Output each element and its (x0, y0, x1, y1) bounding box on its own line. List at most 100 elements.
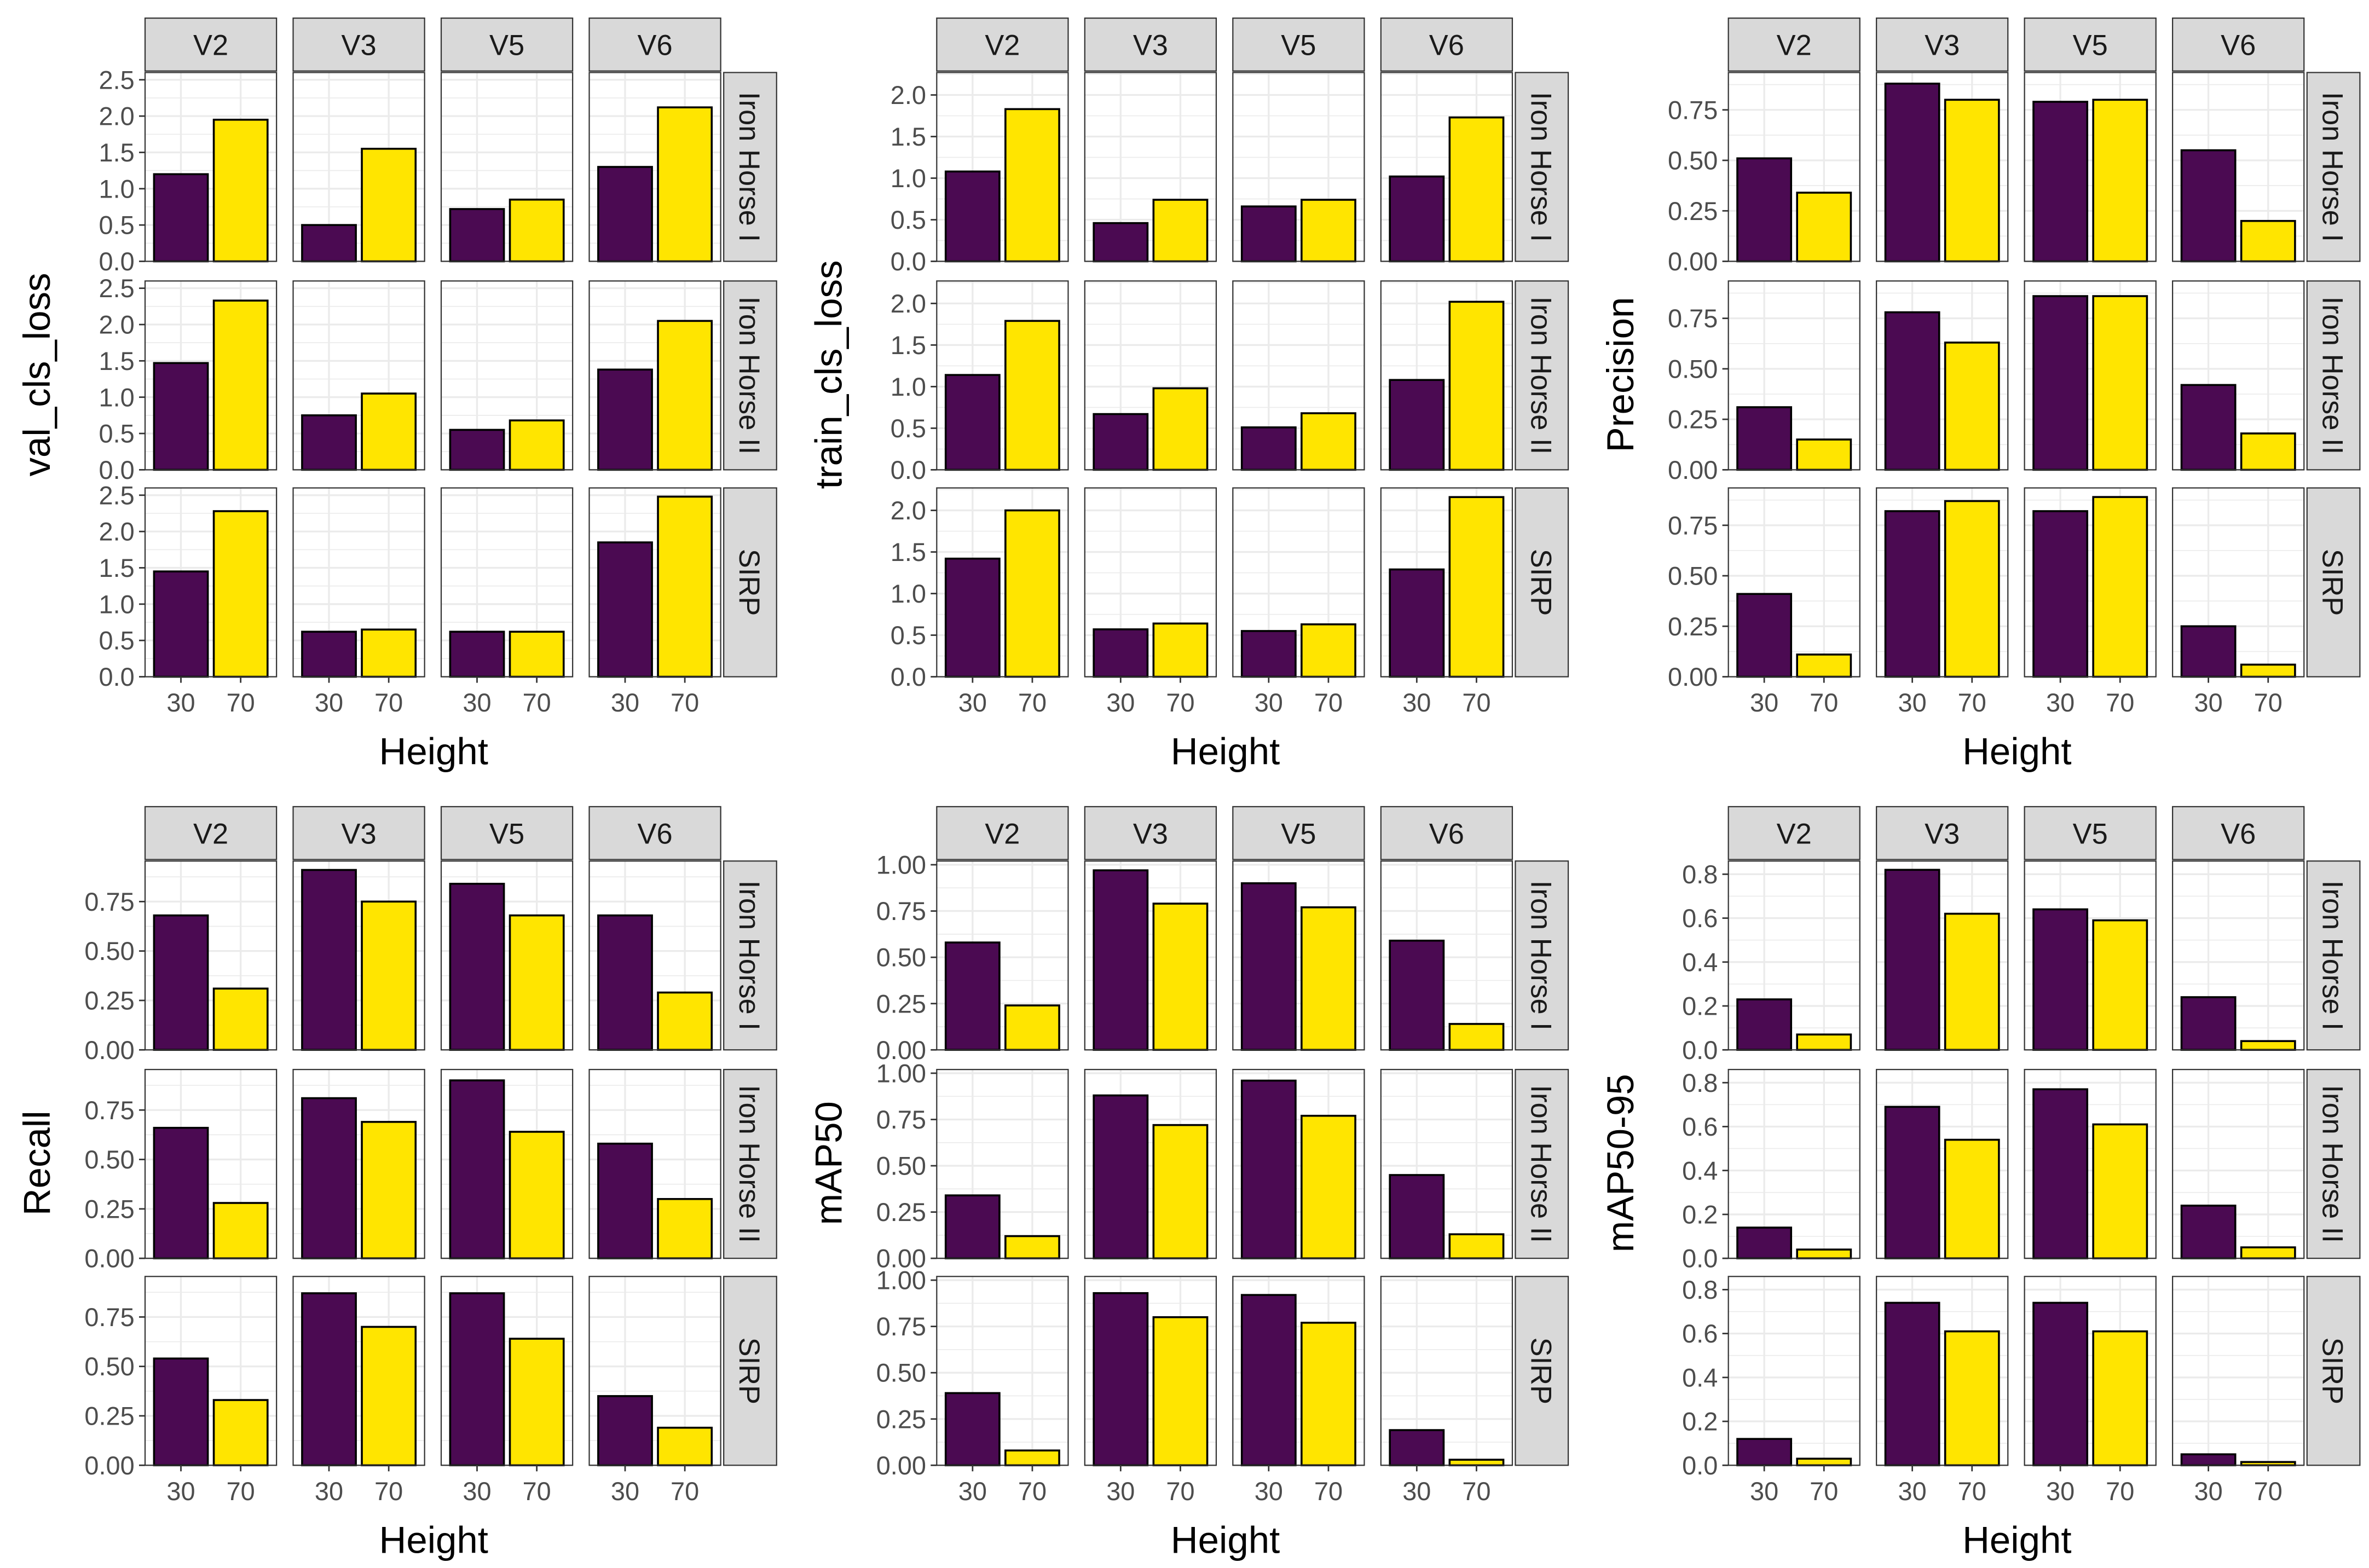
chart-train-cls-loss: V2 V3 V5 V6 0.0 0.5 1.0 1.5 2.0 Iron Horse I 0.0 0.… (807, 18, 1569, 773)
bar-height-70 (1944, 500, 2000, 678)
bar-height-30 (1093, 869, 1149, 1051)
y-tick-label: 0.50 (876, 1359, 926, 1387)
row-strip-label: SIRP (2316, 549, 2348, 616)
facet-panel (1876, 1069, 2009, 1259)
facet-panel (936, 280, 1069, 471)
panel-border (440, 280, 574, 471)
facet-panel (1084, 1276, 1217, 1467)
row-strip-label: SIRP (733, 549, 765, 616)
y-tick-label: 0.2 (1682, 1201, 1718, 1229)
column-strip (1232, 806, 1365, 860)
bar-height-30 (1389, 939, 1445, 1051)
y-axis-title: mAP50-95 (1599, 1074, 1642, 1252)
facet-panel (292, 1069, 425, 1259)
bar-height-30 (2032, 908, 2089, 1051)
x-axis-title: Height (1171, 1519, 1280, 1561)
x-axis-title: Height (379, 731, 488, 773)
y-tick-label: 1.5 (891, 331, 926, 360)
y-tick-label: 0.0 (99, 247, 135, 276)
bar-height-70 (212, 1202, 269, 1259)
x-tick-label: 30 (1402, 688, 1431, 717)
x-tick-label: 30 (166, 1477, 195, 1506)
panel-border (440, 860, 574, 1051)
y-tick-label: 0.50 (876, 944, 926, 972)
bar-height-70 (2092, 496, 2148, 678)
x-tick-label: 30 (1106, 688, 1135, 717)
panel-border (144, 487, 278, 678)
bar-height-30 (449, 630, 505, 678)
panel-border (1380, 860, 1513, 1051)
facet-panel (144, 280, 278, 471)
x-tick-label: 30 (315, 688, 343, 717)
x-tick-label: 70 (523, 1477, 551, 1506)
panel-border (1727, 487, 1860, 678)
bar-height-30 (2032, 295, 2089, 471)
x-axis-title: Height (1171, 731, 1280, 773)
chart-val-cls-loss: V2 V3 V5 V6 0.0 0.5 1.0 1.5 2.0 2.5 Iron Horse I 0.… (16, 18, 777, 773)
bar-height-30 (944, 170, 1001, 263)
bar-height-30 (153, 362, 209, 471)
y-tick-label: 1.5 (99, 554, 135, 582)
y-tick-label: 2.5 (99, 274, 135, 303)
facet-panel (1232, 280, 1365, 471)
panel-border (2024, 1276, 2157, 1466)
column-strip-label: V3 (1925, 819, 1960, 850)
facet-panel (1876, 280, 2009, 471)
column-strip (144, 18, 278, 72)
bar-height-70 (1004, 1235, 1060, 1259)
facet-panel (144, 72, 278, 263)
facet-panel (1084, 860, 1217, 1051)
x-tick-label: 70 (1166, 1477, 1194, 1506)
x-tick-label: 30 (315, 1477, 343, 1506)
column-strip-label: V5 (2073, 819, 2108, 850)
panel-border (1876, 487, 2009, 678)
panel-border (2172, 1276, 2305, 1466)
row-strip-label: Iron Horse II (2316, 297, 2348, 455)
bar-height-70 (657, 1426, 713, 1467)
y-tick-label: 0.25 (1668, 612, 1718, 641)
bar-height-70 (2240, 1246, 2296, 1259)
y-tick-label: 0.5 (891, 206, 926, 234)
panel-border (588, 280, 721, 471)
panel-border (292, 72, 425, 262)
bar-height-30 (153, 1126, 209, 1259)
column-strip (2172, 18, 2305, 72)
column-strip-label: V2 (193, 30, 228, 62)
y-tick-label: 0.00 (84, 1036, 134, 1064)
bar-height-70 (1004, 509, 1060, 678)
row-strip (1515, 860, 1569, 1051)
x-tick-label: 30 (463, 1477, 491, 1506)
row-strip-label: Iron Horse I (733, 881, 765, 1031)
panel-background (1728, 1276, 1860, 1466)
bar-height-70 (2092, 295, 2148, 471)
panel-border (588, 72, 721, 262)
facet-panel (440, 1276, 574, 1467)
column-strip (1727, 18, 1860, 72)
bar-height-70 (1796, 192, 1852, 263)
facet-panel (1727, 860, 1860, 1051)
bar-height-70 (2092, 919, 2148, 1051)
row-strip-label: Iron Horse II (733, 1085, 765, 1243)
y-tick-label: 2.0 (99, 518, 135, 546)
facet-panel (2172, 487, 2305, 678)
facet-panel (2024, 72, 2157, 263)
column-strip (440, 806, 574, 860)
y-tick-label: 2.0 (99, 311, 135, 339)
bar-height-70 (2092, 99, 2148, 263)
panel-border (144, 1276, 278, 1466)
column-strip-label: V3 (342, 30, 377, 62)
bar-height-30 (597, 914, 653, 1051)
bar-height-70 (657, 495, 713, 678)
panel-border (1727, 1276, 1860, 1466)
bar-height-30 (944, 557, 1001, 678)
y-tick-label: 0.4 (1682, 1363, 1718, 1392)
facet-panel (1232, 72, 1365, 263)
bar-height-70 (1004, 108, 1060, 263)
y-tick-label: 0.50 (1668, 562, 1718, 591)
column-strip-label: V6 (638, 30, 673, 62)
facet-panel (440, 72, 574, 263)
y-tick-label: 0.75 (1668, 511, 1718, 540)
bar-height-70 (1152, 1316, 1209, 1467)
row-strip (1515, 72, 1569, 262)
column-strip (1380, 806, 1513, 860)
